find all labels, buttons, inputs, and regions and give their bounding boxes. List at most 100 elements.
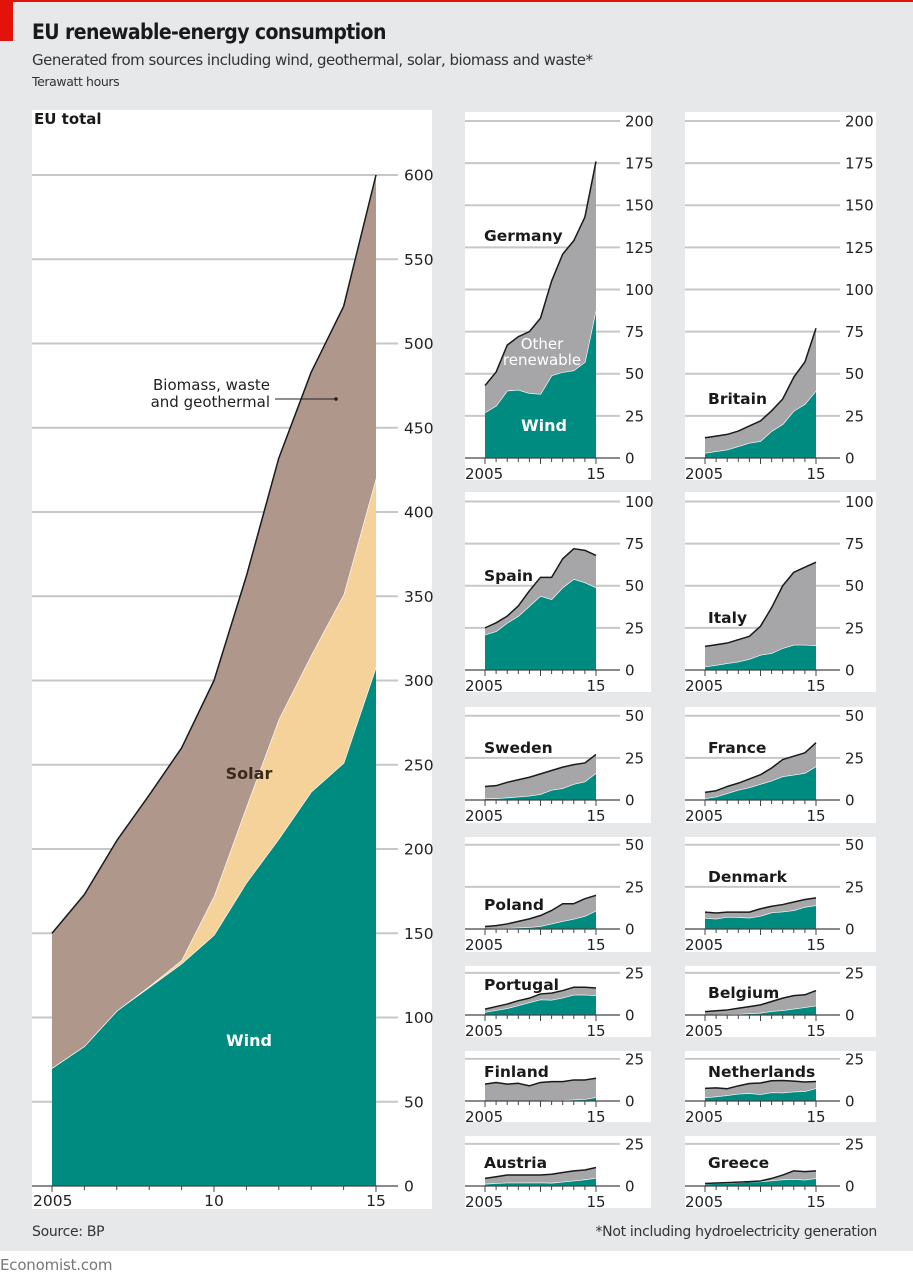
country-name: Belgium <box>708 984 779 1002</box>
area-other-renewable <box>485 987 596 1012</box>
source-note: Source: BP <box>32 1224 105 1240</box>
y-tick-label: 25 <box>845 1135 864 1153</box>
x-tick-label: 2005 <box>685 465 723 483</box>
y-tick-label: 25 <box>845 1050 864 1068</box>
y-tick-label: 0 <box>625 791 635 809</box>
y-tick-label: 550 <box>404 251 434 269</box>
area-other-renewable <box>485 548 596 635</box>
country-name: Italy <box>708 609 747 627</box>
panel-background <box>685 837 876 952</box>
total-line <box>704 1170 817 1185</box>
x-tick-label: 2005 <box>685 1108 723 1126</box>
red-tag-logo <box>0 0 13 41</box>
y-tick-label: 0 <box>845 1177 855 1195</box>
total-line <box>704 897 817 914</box>
x-tick-label: 2005 <box>685 936 723 954</box>
y-tick-label: 0 <box>845 791 855 809</box>
y-tick-label: 100 <box>845 281 874 299</box>
y-tick-label: 75 <box>845 323 864 341</box>
country-name: Finland <box>484 1063 549 1081</box>
area-wind <box>485 1177 596 1186</box>
panel-france: 25 50 0 2005 15 France <box>685 707 876 825</box>
y-tick-label: 25 <box>625 407 644 425</box>
x-tick-label: 15 <box>806 677 825 695</box>
area-wind <box>485 773 596 800</box>
total-line <box>704 742 817 794</box>
x-tick-label: 15 <box>806 1193 825 1211</box>
y-tick-label: 25 <box>625 749 644 767</box>
panel-italy: 25 50 75 100 0 2005 15 Italy <box>685 492 876 695</box>
total-line <box>704 328 817 439</box>
x-tick-label: 15 <box>586 807 605 825</box>
country-name: Austria <box>484 1154 547 1172</box>
y-tick-label: 25 <box>625 1050 644 1068</box>
area-other-renewable <box>485 161 596 413</box>
y-tick-label: 25 <box>625 878 644 896</box>
country-name: Poland <box>484 896 544 914</box>
y-tick-label: 150 <box>625 197 654 215</box>
x-tick-label: 15 <box>586 1193 605 1211</box>
y-tick-label: 125 <box>845 239 874 257</box>
y-tick-label: 75 <box>625 535 644 553</box>
y-tick-label: 0 <box>845 1092 855 1110</box>
series-label-other-renewable-2: renewable <box>503 351 581 369</box>
panel-background <box>465 1136 651 1208</box>
y-tick-label: 75 <box>845 535 864 553</box>
y-tick-label: 350 <box>404 588 434 606</box>
top-accent-line <box>0 0 913 2</box>
total-line <box>704 1079 817 1090</box>
y-tick-label: 25 <box>625 964 644 982</box>
y-tick-label: 50 <box>625 365 644 383</box>
y-tick-label: 0 <box>625 449 635 467</box>
x-tick-label: 2005 <box>465 936 503 954</box>
series-label-other-renewable-1: Other <box>521 335 564 353</box>
panel-spain: 25 50 75 100 0 2005 15 Spain <box>465 492 654 695</box>
area-wind <box>485 910 596 929</box>
y-tick-label: 0 <box>845 449 855 467</box>
chart-title: EU renewable-energy consumption <box>32 20 386 44</box>
y-tick-label: 100 <box>845 493 874 511</box>
area-other-renewable <box>705 742 816 799</box>
x-tick-label: 2005 <box>465 1193 503 1211</box>
y-tick-label: 200 <box>404 841 434 859</box>
area-wind <box>705 390 816 458</box>
area-other-renewable <box>705 990 816 1015</box>
total-line <box>484 161 597 387</box>
panel-portugal: 25 0 2005 15 Portugal <box>465 964 651 1040</box>
y-tick-label: 0 <box>625 1006 635 1024</box>
country-name: Germany <box>484 227 563 245</box>
brand-footer: Economist.com <box>0 1256 113 1274</box>
area-biomass-waste-and-geothermal <box>52 175 376 1069</box>
panel-sweden: 25 50 0 2005 15 Sweden <box>465 707 651 825</box>
y-tick-label: 500 <box>404 335 434 353</box>
panel-netherlands: 25 0 2005 15 Netherlands <box>685 1050 876 1126</box>
annotation-dot <box>334 397 338 401</box>
area-wind <box>485 309 596 458</box>
y-tick-label: 175 <box>625 155 654 173</box>
x-tick-label: 2005 <box>685 677 723 695</box>
country-name: Greece <box>708 1154 769 1172</box>
series-boundary-line <box>704 1004 817 1016</box>
y-tick-label: 100 <box>625 493 654 511</box>
y-tick-label: 150 <box>845 197 874 215</box>
x-tick-label: 15 <box>366 1192 386 1210</box>
y-tick-label: 25 <box>845 749 864 767</box>
y-tick-label: 50 <box>845 365 864 383</box>
panel-background <box>685 1136 876 1208</box>
panel-germany: 25 50 75 100 125 150 175 200 0 2005 15 Germany Other… <box>465 112 654 483</box>
panel-finland: 25 0 2005 15 Finland <box>465 1050 651 1126</box>
y-tick-label: 25 <box>845 964 864 982</box>
y-tick-label: 400 <box>404 504 434 522</box>
y-tick-label: 200 <box>625 112 654 130</box>
x-tick-label: 2005 <box>465 677 503 695</box>
country-name: Sweden <box>484 739 553 757</box>
panel-austria: 25 0 2005 15 Austria <box>465 1135 651 1211</box>
x-tick-label: 15 <box>586 1022 605 1040</box>
panel-denmark: 25 50 0 2005 15 Denmark <box>685 836 876 954</box>
area-other-renewable <box>485 895 596 929</box>
total-line <box>484 986 597 1010</box>
country-name: Spain <box>484 567 533 585</box>
panel-eu-total: 50 100 150 200 250 300 350 400 450 500 550 600 0 EU t… <box>32 110 434 1210</box>
panel-britain: 25 50 75 100 125 150 175 200 0 2005 15 Britain <box>685 112 876 483</box>
